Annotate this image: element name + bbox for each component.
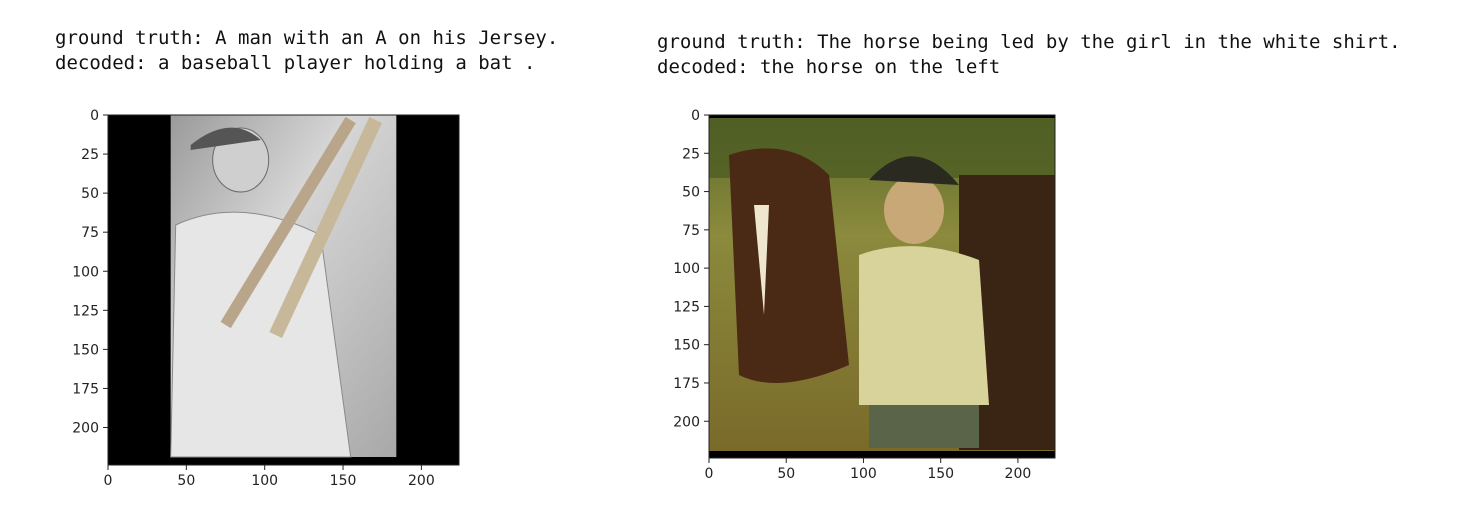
girl-jeans	[869, 405, 979, 448]
bat-2	[269, 117, 383, 338]
x-tick-label: 200	[408, 473, 435, 489]
bat-1	[220, 116, 356, 329]
girl-shirt	[859, 246, 989, 405]
y-tick-label: 25	[81, 147, 99, 163]
y-tick-label: 25	[682, 146, 700, 162]
y-tick-label: 50	[81, 186, 99, 202]
y-tick-label: 100	[673, 261, 700, 277]
image-plot-1: 0 50 100 150 200 0 25 50 75 100 125 150 175 200	[72, 108, 460, 489]
y-tick-label: 75	[81, 225, 99, 241]
axes-frame	[708, 114, 1056, 459]
x-tick-label: 150	[330, 473, 357, 489]
caption-decoded-2: decoded: the horse on the left	[657, 56, 1001, 78]
y-tick-label: 0	[691, 108, 700, 124]
girl-cap	[869, 156, 959, 185]
y-tick-label: 75	[682, 223, 700, 239]
horse-blaze	[754, 205, 769, 315]
y-tick-label: 200	[673, 414, 700, 430]
caption-ground-truth-1: ground truth: A man with an A on his Jer…	[55, 27, 559, 49]
y-tick-label: 0	[90, 108, 99, 124]
y-tick-label: 125	[673, 299, 700, 315]
x-tick-label: 200	[1005, 466, 1032, 482]
y-tick-label: 150	[72, 342, 99, 358]
y-tick-label: 50	[682, 185, 700, 201]
x-tick-label: 100	[850, 466, 877, 482]
player-cap	[190, 127, 261, 150]
y-tick-label: 150	[673, 338, 700, 354]
caption-ground-truth-2: ground truth: The horse being led by the…	[657, 31, 1401, 53]
x-tick-label: 50	[177, 473, 195, 489]
caption-decoded-1: decoded: a baseball player holding a bat…	[55, 52, 536, 74]
axes-frame	[107, 114, 460, 466]
y-tick-label: 175	[673, 376, 700, 392]
girl-head	[884, 176, 944, 244]
y-tick-label: 125	[72, 303, 99, 319]
y-tick-label: 200	[72, 421, 99, 437]
x-tick-label: 50	[777, 466, 795, 482]
y-tick-label: 100	[72, 264, 99, 280]
y-tick-label: 175	[72, 381, 99, 397]
x-tick-label: 0	[104, 473, 113, 489]
x-tick-label: 0	[705, 466, 714, 482]
x-tick-label: 100	[251, 473, 278, 489]
x-tick-label: 150	[927, 466, 954, 482]
